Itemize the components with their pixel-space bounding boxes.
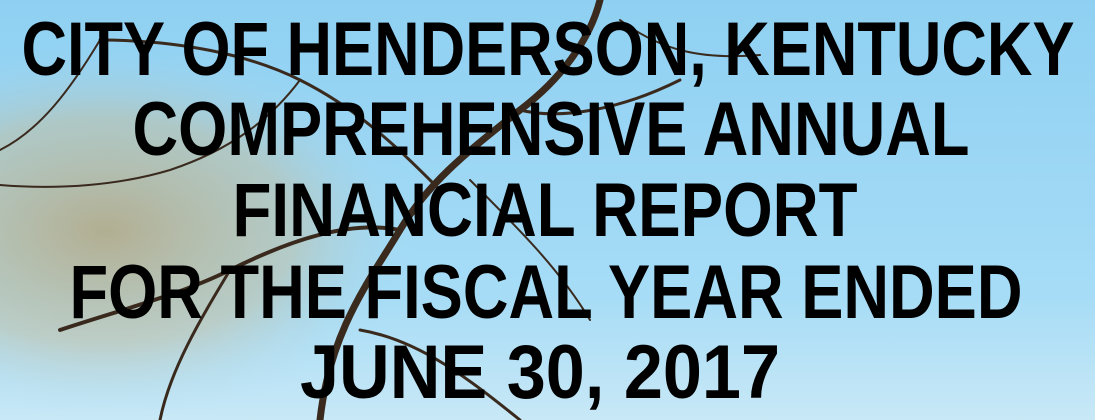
title-line: FINANCIAL REPORT	[233, 168, 858, 253]
title-block: CITY OF HENDERSON, KENTUCKY COMPREHENSIV…	[22, 7, 1075, 415]
foliage	[0, 0, 700, 420]
title-line: COMPREHENSIVE ANNUAL	[133, 87, 970, 172]
title-line: FOR THE FISCAL YEAR ENDED	[70, 250, 1023, 335]
title-line: CITY OF HENDERSON, KENTUCKY	[22, 7, 1075, 92]
tree-branches	[0, 0, 761, 420]
title-line: JUNE 30, 2017	[300, 330, 780, 415]
